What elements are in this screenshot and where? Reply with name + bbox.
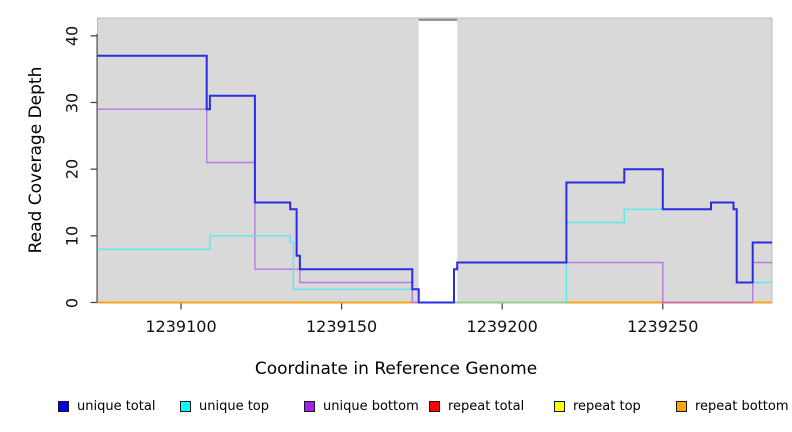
- x-tick-label: 1239150: [305, 317, 378, 336]
- x-tick-label: 1239100: [145, 317, 217, 336]
- x-tick-label: 1239250: [627, 317, 699, 336]
- series-line-unique-total: [97, 54, 772, 304]
- legend-label: repeat total: [448, 398, 525, 414]
- coverage-gap-band: [418, 19, 458, 303]
- y-tick-label: 20: [62, 158, 82, 180]
- legend-item-repeat-top: repeat top: [554, 397, 641, 415]
- legend-item-unique-total: unique total: [58, 397, 155, 415]
- y-tick-label: 10: [62, 225, 82, 247]
- legend-swatch-unique-bottom: [304, 400, 315, 412]
- legend-item-unique-top: unique top: [180, 397, 269, 415]
- legend-swatch-repeat-top: [554, 400, 565, 412]
- legend-item-unique-bottom: unique bottom: [304, 397, 419, 415]
- legend-label: unique bottom: [323, 398, 419, 414]
- legend-swatch-unique-top: [180, 400, 191, 412]
- legend-label: unique total: [77, 398, 156, 414]
- legend-label: repeat bottom: [695, 398, 789, 414]
- x-axis-title: Coordinate in Reference Genome: [254, 359, 538, 379]
- legend-swatch-repeat-bottom: [676, 400, 687, 412]
- legend-label: repeat top: [573, 398, 641, 414]
- y-tick-label: 30: [62, 92, 82, 113]
- legend-swatch-unique-total: [58, 400, 69, 412]
- y-tick-label: 0: [62, 297, 82, 308]
- legend-item-repeat-total: repeat total: [429, 397, 524, 415]
- x-tick-label: 1239200: [466, 317, 538, 336]
- y-tick-label: 40: [62, 25, 82, 47]
- legend-label: unique top: [199, 398, 270, 414]
- y-axis-title: Read Coverage Depth: [26, 66, 46, 254]
- legend: unique total unique top unique bottom repea…: [0, 397, 792, 419]
- legend-item-repeat-bottom: repeat bottom: [676, 397, 789, 415]
- legend-swatch-repeat-total: [429, 400, 440, 412]
